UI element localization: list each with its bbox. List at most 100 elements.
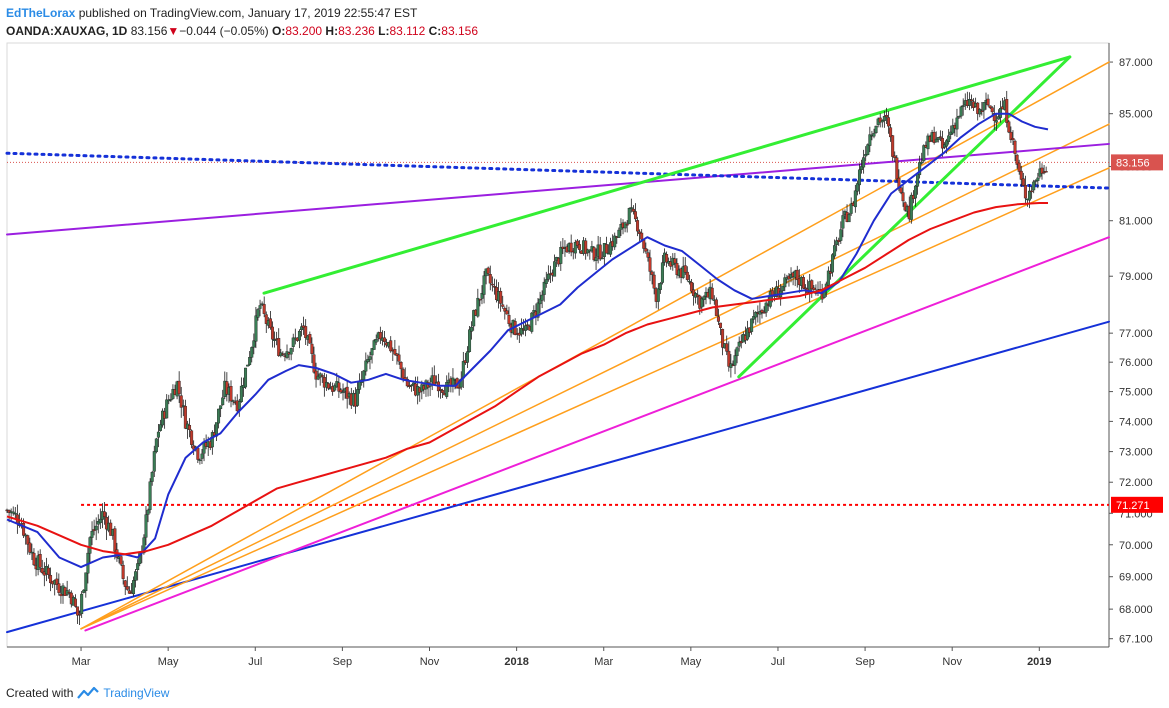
candle[interactable] bbox=[526, 324, 530, 326]
candle[interactable] bbox=[841, 215, 845, 229]
candle[interactable] bbox=[569, 242, 573, 253]
candle[interactable] bbox=[188, 425, 192, 430]
candle[interactable] bbox=[198, 459, 202, 461]
plot-area[interactable] bbox=[6, 42, 1110, 648]
candle[interactable] bbox=[492, 286, 496, 288]
candle[interactable] bbox=[84, 572, 88, 592]
candle[interactable] bbox=[781, 285, 785, 292]
candle[interactable] bbox=[13, 512, 17, 515]
candle[interactable] bbox=[229, 386, 233, 402]
candle[interactable] bbox=[519, 327, 523, 335]
candle[interactable] bbox=[49, 574, 53, 584]
candle[interactable] bbox=[94, 525, 98, 531]
candle[interactable] bbox=[1023, 184, 1027, 199]
candle[interactable] bbox=[389, 340, 393, 352]
candle[interactable] bbox=[221, 397, 225, 406]
candle[interactable] bbox=[395, 353, 399, 356]
candle[interactable] bbox=[472, 310, 476, 327]
candle[interactable] bbox=[700, 298, 704, 308]
candle[interactable] bbox=[277, 337, 281, 356]
candle[interactable] bbox=[113, 528, 117, 552]
candle[interactable] bbox=[887, 117, 891, 127]
candle[interactable] bbox=[1013, 140, 1017, 154]
candle[interactable] bbox=[480, 292, 484, 299]
candle[interactable] bbox=[370, 348, 374, 356]
candle[interactable] bbox=[733, 355, 737, 366]
trendline[interactable] bbox=[737, 55, 1072, 379]
author-link[interactable]: EdTheLorax bbox=[6, 6, 76, 20]
candle[interactable] bbox=[826, 270, 830, 286]
candle[interactable] bbox=[949, 131, 953, 135]
trendline[interactable] bbox=[6, 142, 1110, 236]
candle[interactable] bbox=[810, 280, 814, 290]
candle[interactable] bbox=[986, 98, 990, 106]
candle[interactable] bbox=[308, 334, 312, 344]
candle[interactable] bbox=[609, 242, 613, 255]
candle[interactable] bbox=[719, 322, 723, 328]
candle[interactable] bbox=[990, 107, 994, 113]
candle[interactable] bbox=[600, 257, 604, 260]
candle[interactable] bbox=[1005, 99, 1009, 123]
candle[interactable] bbox=[200, 453, 204, 459]
candle[interactable] bbox=[988, 105, 992, 108]
candle[interactable] bbox=[982, 102, 986, 111]
candle[interactable] bbox=[940, 138, 944, 149]
candle[interactable] bbox=[835, 240, 839, 245]
candle[interactable] bbox=[967, 99, 971, 106]
candle[interactable] bbox=[658, 283, 662, 290]
candle[interactable] bbox=[304, 326, 308, 339]
candle[interactable] bbox=[665, 254, 669, 263]
candle[interactable] bbox=[146, 509, 150, 515]
candle[interactable] bbox=[889, 127, 893, 138]
trendline[interactable] bbox=[84, 236, 1110, 632]
candle[interactable] bbox=[399, 362, 403, 370]
candle[interactable] bbox=[281, 353, 285, 355]
candle[interactable] bbox=[1028, 190, 1032, 201]
candle[interactable] bbox=[895, 157, 899, 180]
candle[interactable] bbox=[314, 370, 318, 380]
candle[interactable] bbox=[849, 203, 853, 214]
candle[interactable] bbox=[546, 273, 550, 280]
candle[interactable] bbox=[127, 590, 131, 594]
candle[interactable] bbox=[899, 187, 903, 193]
candle[interactable] bbox=[540, 294, 544, 301]
candle[interactable] bbox=[976, 102, 980, 114]
candle[interactable] bbox=[326, 383, 330, 389]
candle[interactable] bbox=[542, 281, 546, 295]
candle[interactable] bbox=[244, 367, 248, 388]
candle[interactable] bbox=[891, 135, 895, 157]
candle[interactable] bbox=[237, 401, 241, 410]
candle[interactable] bbox=[59, 593, 63, 597]
candle[interactable] bbox=[559, 247, 563, 264]
candle[interactable] bbox=[1015, 154, 1019, 165]
moving-average-line[interactable] bbox=[6, 202, 1048, 556]
candle[interactable] bbox=[300, 326, 304, 331]
candle[interactable] bbox=[1040, 167, 1044, 174]
candle[interactable] bbox=[652, 274, 656, 289]
candle[interactable] bbox=[536, 302, 540, 318]
candle[interactable] bbox=[617, 229, 621, 238]
candle[interactable] bbox=[947, 135, 951, 142]
candle[interactable] bbox=[1017, 162, 1021, 172]
candle[interactable] bbox=[831, 254, 835, 273]
candle[interactable] bbox=[158, 424, 162, 431]
candle[interactable] bbox=[150, 472, 154, 482]
candle[interactable] bbox=[961, 105, 965, 107]
candle[interactable] bbox=[640, 232, 644, 240]
candle[interactable] bbox=[903, 202, 907, 211]
candle[interactable] bbox=[945, 140, 949, 147]
candle[interactable] bbox=[468, 329, 472, 352]
candle[interactable] bbox=[356, 389, 360, 406]
candle[interactable] bbox=[880, 120, 884, 123]
candle[interactable] bbox=[333, 385, 337, 391]
candle[interactable] bbox=[633, 211, 637, 220]
candle[interactable] bbox=[488, 274, 492, 284]
candle[interactable] bbox=[754, 312, 758, 318]
candle[interactable] bbox=[909, 194, 913, 220]
candle[interactable] bbox=[660, 262, 664, 283]
candle[interactable] bbox=[951, 125, 955, 134]
candle[interactable] bbox=[625, 224, 629, 226]
candle[interactable] bbox=[262, 304, 266, 314]
candle[interactable] bbox=[575, 240, 579, 246]
candle[interactable] bbox=[1044, 171, 1048, 173]
